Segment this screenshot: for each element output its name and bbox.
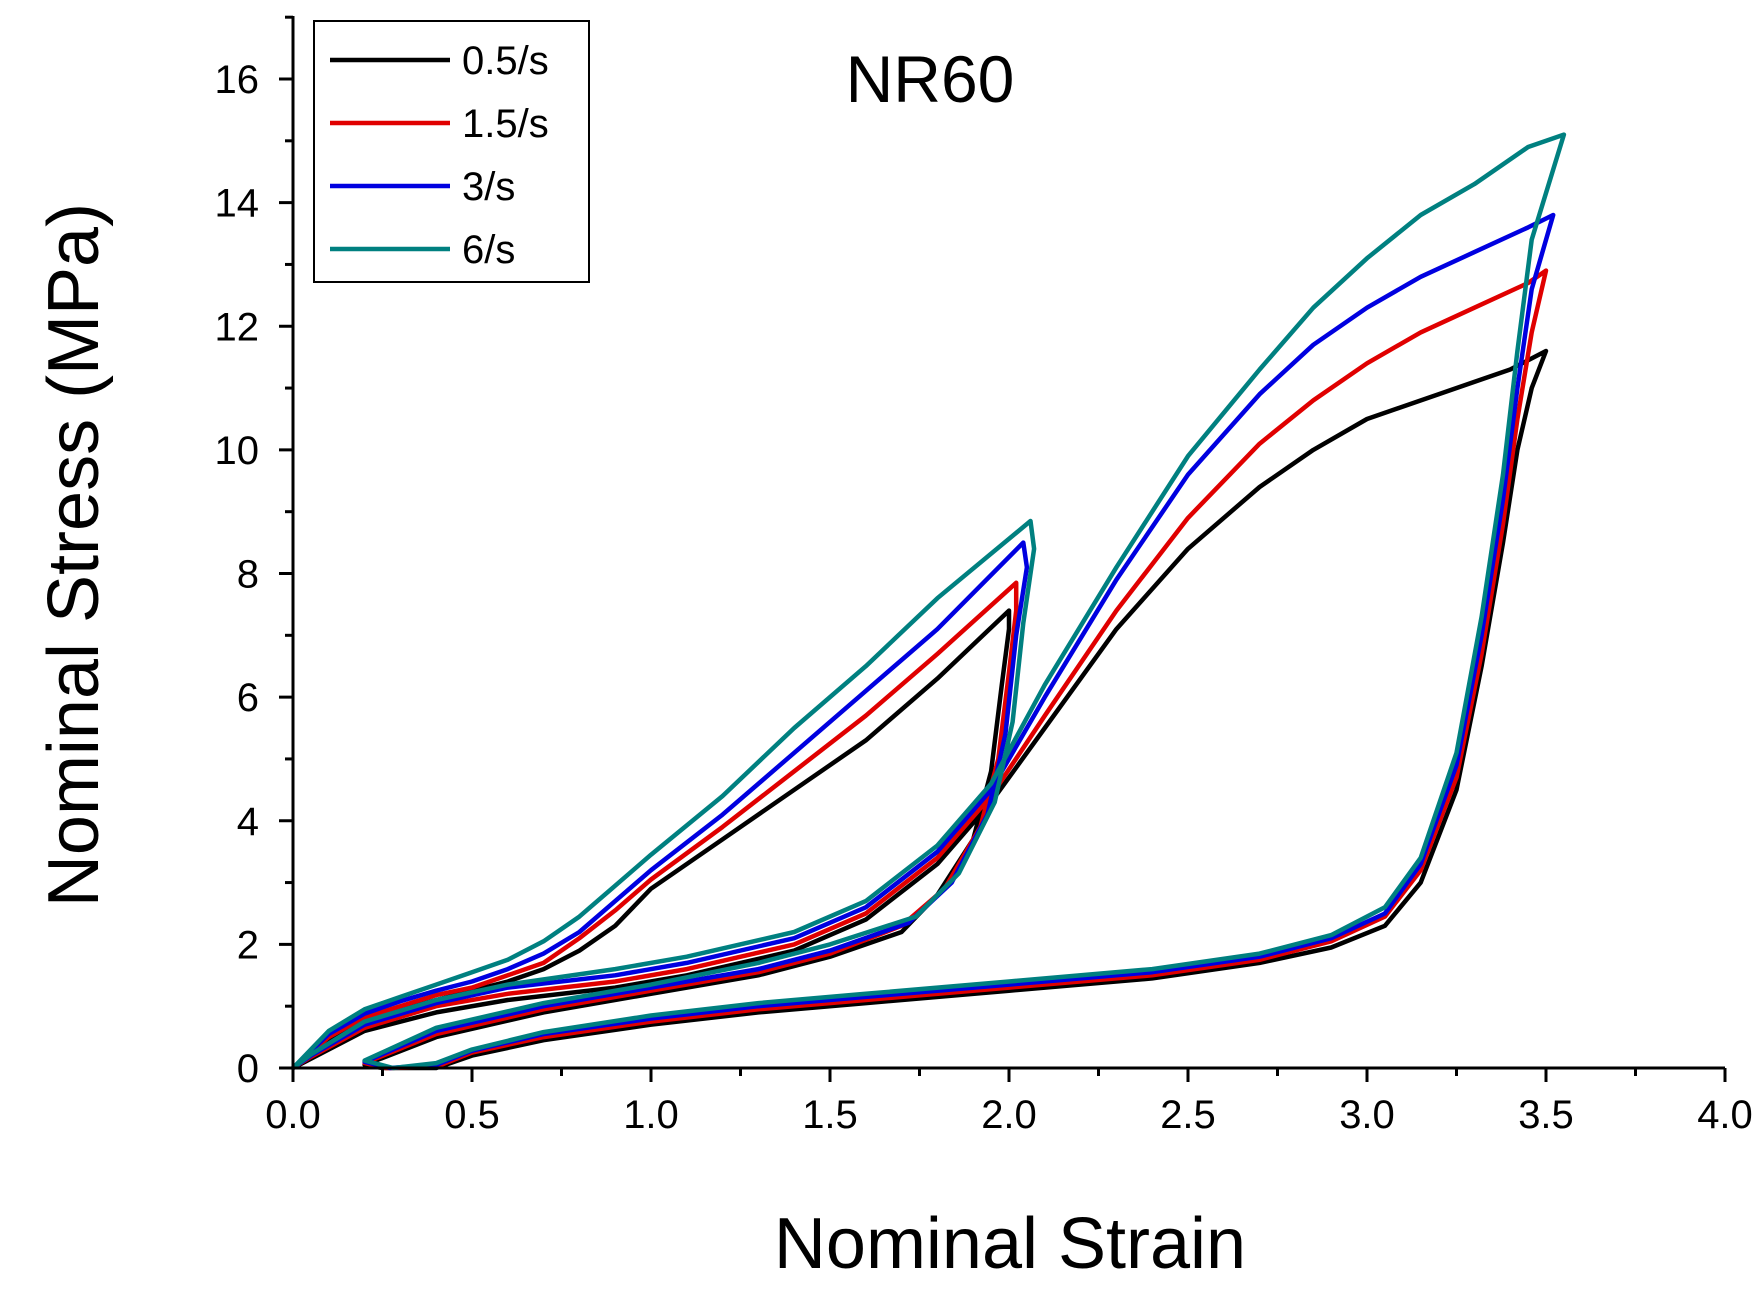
y-tick-label: 8 bbox=[237, 553, 259, 597]
y-ticks: 0 2 4 6 8 10 12 14 16 bbox=[215, 15, 293, 1091]
x-tick-label: 3.0 bbox=[1339, 1093, 1395, 1137]
x-tick-label: 2.0 bbox=[981, 1093, 1037, 1137]
series-line-1.5/s bbox=[290, 268, 1549, 1071]
chart-title: NR60 bbox=[846, 42, 1015, 116]
y-tick-label: 4 bbox=[237, 800, 259, 844]
legend-label: 1.5/s bbox=[462, 102, 549, 146]
y-tick-label: 12 bbox=[215, 305, 260, 349]
x-tick-label: 3.5 bbox=[1518, 1093, 1574, 1137]
legend-box bbox=[313, 20, 590, 283]
legend-label: 3/s bbox=[462, 165, 515, 209]
y-axis-title: Nominal Stress (MPa) bbox=[34, 203, 114, 907]
y-tick-label: 0 bbox=[237, 1047, 259, 1091]
y-tick-label: 16 bbox=[215, 58, 260, 102]
series-line-3/s bbox=[290, 212, 1556, 1071]
series-line-0.5/s bbox=[290, 348, 1549, 1071]
series-layer bbox=[290, 132, 1567, 1071]
x-tick-label: 1.0 bbox=[623, 1093, 679, 1137]
y-tick-label: 6 bbox=[237, 676, 259, 720]
x-tick-label: 0.0 bbox=[265, 1093, 321, 1137]
series-line-6/s bbox=[290, 132, 1567, 1071]
y-tick-label: 2 bbox=[237, 923, 259, 967]
x-tick-label: 2.5 bbox=[1160, 1093, 1216, 1137]
y-tick-label: 14 bbox=[215, 182, 260, 226]
legend-label: 0.5/s bbox=[462, 39, 549, 83]
x-ticks: 0.0 0.5 1.0 1.5 2.0 2.5 3.0 3.5 4.0 bbox=[265, 1068, 1753, 1137]
legend-label: 6/s bbox=[462, 228, 515, 272]
y-tick-label: 10 bbox=[215, 429, 260, 473]
x-tick-label: 4.0 bbox=[1697, 1093, 1753, 1137]
x-tick-label: 1.5 bbox=[802, 1093, 858, 1137]
x-axis-title: Nominal Strain bbox=[774, 1204, 1246, 1284]
x-tick-label: 0.5 bbox=[444, 1093, 500, 1137]
legend: 0.5/s 1.5/s 3/s 6/s bbox=[313, 20, 590, 283]
